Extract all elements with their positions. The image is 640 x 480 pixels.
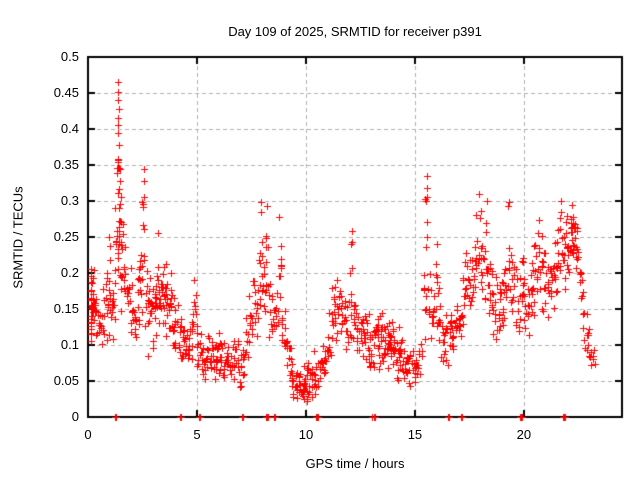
- y-tick-label: 0.2: [60, 265, 79, 280]
- y-tick-label: 0.3: [60, 193, 79, 208]
- y-tick-label: 0.15: [53, 301, 79, 316]
- y-tick-label: 0.35: [53, 157, 79, 172]
- x-tick-label: 10: [298, 427, 314, 442]
- x-tick-label: 0: [84, 427, 92, 442]
- y-tick-label: 0.5: [60, 49, 79, 64]
- x-tick-label: 5: [193, 427, 201, 442]
- y-tick-label: 0.45: [53, 85, 79, 100]
- x-tick-label: 20: [516, 427, 532, 442]
- y-tick-label: 0.25: [53, 229, 79, 244]
- y-tick-label: 0.05: [53, 373, 79, 388]
- x-axis-label: GPS time / hours: [305, 456, 405, 471]
- x-tick-label: 15: [407, 427, 423, 442]
- y-tick-label: 0: [71, 409, 79, 424]
- chart-title: Day 109 of 2025, SRMTID for receiver p39…: [228, 24, 482, 39]
- y-tick-label: 0.1: [60, 337, 79, 352]
- y-tick-label: 0.4: [60, 121, 79, 136]
